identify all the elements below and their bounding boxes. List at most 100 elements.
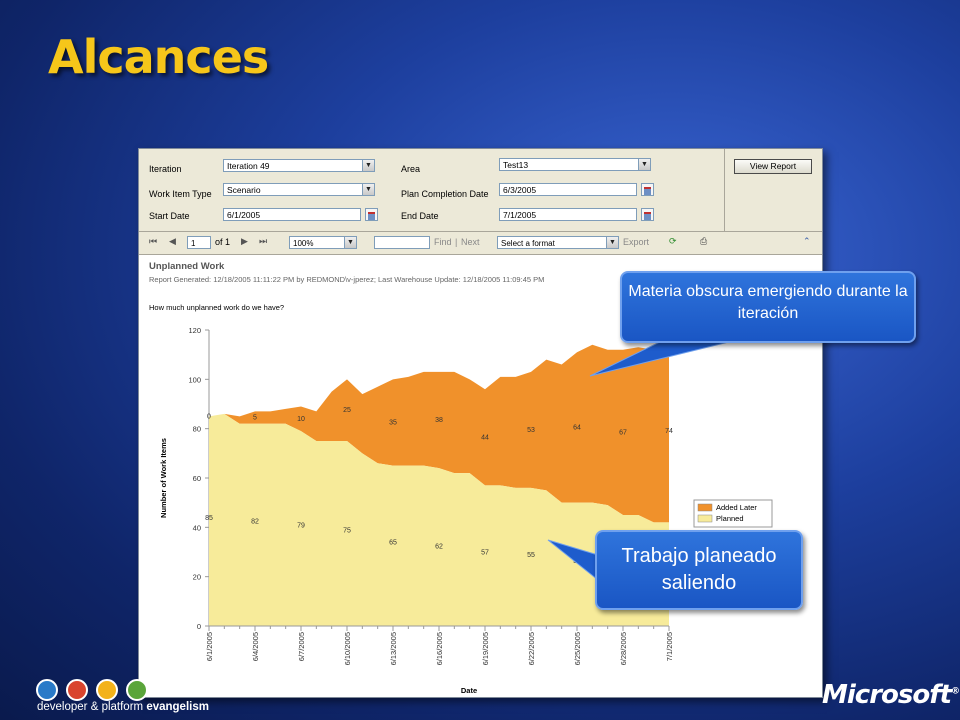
panel-divider	[724, 149, 725, 231]
planned-data-label: 50	[573, 558, 581, 565]
brand-name: Microsoft	[822, 680, 952, 710]
y-tick-label: 120	[188, 326, 201, 335]
added-data-label: 5	[253, 415, 257, 422]
collapse-icon[interactable]: ⌃	[803, 236, 811, 246]
work-item-type-value: Scenario	[227, 185, 261, 195]
y-tick-label: 60	[193, 474, 201, 483]
chevron-down-icon[interactable]: ▼	[362, 183, 375, 196]
footer-prefix: developer & platform	[37, 701, 147, 713]
planned-data-label: 82	[251, 519, 259, 526]
end-date-label: End Date	[401, 211, 439, 221]
refresh-icon[interactable]: ⟳	[669, 236, 677, 246]
planned-work-callout: Trabajo planeado saliendo	[595, 530, 803, 610]
next-page-icon[interactable]: ▶	[241, 236, 248, 246]
planned-data-label: 79	[297, 522, 305, 529]
area-label: Area	[401, 164, 421, 174]
footer-text: developer & platform evangelism	[37, 701, 209, 713]
footer-bold: evangelism	[146, 701, 209, 713]
find-link[interactable]: Find	[434, 237, 452, 247]
find-input[interactable]	[374, 236, 430, 249]
added-data-label: 10	[297, 416, 305, 423]
added-later-area	[209, 339, 669, 523]
iteration-select[interactable]: Iteration 49 ▼	[223, 159, 375, 172]
chevron-down-icon[interactable]: ▼	[362, 159, 375, 172]
x-tick-label: 7/1/2005	[665, 632, 674, 661]
export-format-select[interactable]: Select a format ▼	[497, 236, 619, 249]
heart-icon	[66, 679, 88, 701]
x-tick-label: 6/1/2005	[205, 632, 214, 661]
added-data-label: 53	[527, 427, 535, 434]
end-date-field[interactable]: 7/1/2005	[499, 208, 637, 221]
plan-completion-field[interactable]: 6/3/2005	[499, 183, 637, 196]
microsoft-logo: Microsoft®	[822, 680, 960, 710]
x-tick-label: 6/22/2005	[527, 632, 536, 665]
added-data-label: 74	[665, 428, 673, 435]
planned-data-label: 75	[343, 527, 351, 534]
x-tick-label: 6/19/2005	[481, 632, 490, 665]
report-generated-text: Report Generated: 12/18/2005 11:11:22 PM…	[149, 275, 545, 284]
chevron-down-icon[interactable]: ▼	[638, 158, 651, 171]
plan-completion-label: Plan Completion Date	[401, 189, 489, 199]
report-title: Unplanned Work	[149, 261, 225, 272]
start-date-label: Start Date	[149, 211, 190, 221]
last-page-icon[interactable]: ⏭	[259, 236, 268, 246]
brand-mark: ®	[950, 686, 960, 697]
zoom-value: 100%	[293, 239, 314, 248]
view-report-button[interactable]: View Report	[734, 159, 812, 174]
play-icon	[126, 679, 148, 701]
x-tick-label: 6/28/2005	[619, 632, 628, 665]
y-tick-label: 100	[188, 375, 201, 384]
page-count: of 1	[215, 237, 231, 247]
page-number-input[interactable]: 1	[187, 236, 211, 249]
y-tick-label: 20	[193, 573, 201, 582]
area-value: Test13	[503, 160, 529, 170]
x-tick-label: 6/13/2005	[389, 632, 398, 665]
report-question: How much unplanned work do we have?	[149, 303, 285, 312]
planned-data-label: 62	[435, 543, 443, 550]
iteration-label: Iteration	[149, 164, 182, 174]
chevron-down-icon[interactable]: ▼	[344, 236, 357, 249]
report-toolbar: ⏮ ◀ 1 of 1 ▶ ⏭ 100% ▼ Find | Next Select…	[139, 232, 822, 255]
work-item-type-label: Work Item Type	[149, 189, 212, 199]
start-date-value: 6/1/2005	[227, 210, 261, 220]
work-item-type-select[interactable]: Scenario ▼	[223, 183, 375, 196]
legend-swatch	[697, 503, 713, 512]
zoom-select[interactable]: 100% ▼	[289, 236, 357, 249]
y-axis-title: Number of Work Items	[159, 438, 168, 518]
previous-page-icon[interactable]: ◀	[169, 236, 176, 246]
slide-title: Alcances	[48, 30, 269, 84]
start-date-field[interactable]: 6/1/2005	[223, 208, 361, 221]
calendar-icon[interactable]	[641, 183, 654, 196]
lightbulb-icon	[96, 679, 118, 701]
export-format-value: Select a format	[501, 239, 555, 248]
next-link[interactable]: Next	[461, 237, 480, 247]
iteration-value: Iteration 49	[227, 161, 270, 171]
end-date-value: 7/1/2005	[503, 210, 537, 220]
calendar-icon[interactable]	[641, 208, 654, 221]
report-screenshot: Iteration Iteration 49 ▼ Work Item Type …	[138, 148, 823, 698]
x-tick-label: 6/10/2005	[343, 632, 352, 665]
y-tick-label: 40	[193, 523, 201, 532]
added-data-label: 64	[573, 424, 581, 431]
x-tick-label: 6/7/2005	[297, 632, 306, 661]
print-icon[interactable]: ⎙	[700, 236, 708, 246]
toolbar-separator: |	[455, 237, 458, 247]
area-select[interactable]: Test13 ▼	[499, 158, 651, 171]
parameters-panel: Iteration Iteration 49 ▼ Work Item Type …	[139, 149, 822, 232]
planned-data-label: 65	[389, 540, 397, 547]
plan-completion-value: 6/3/2005	[503, 185, 537, 195]
calendar-icon[interactable]	[365, 208, 378, 221]
first-page-icon[interactable]: ⏮	[149, 236, 158, 246]
added-data-label: 35	[389, 420, 397, 427]
x-axis-title: Date	[461, 686, 477, 695]
added-data-label: 0	[207, 413, 211, 420]
legend-label: Added Later	[716, 503, 757, 512]
legend-swatch	[697, 514, 713, 523]
added-data-label: 44	[481, 434, 489, 441]
y-tick-label: 0	[197, 622, 201, 631]
chevron-down-icon[interactable]: ▼	[606, 236, 619, 249]
added-data-label: 38	[435, 417, 443, 424]
dark-matter-callout: Materia obscura emergiendo durante la it…	[620, 271, 916, 343]
x-tick-label: 6/25/2005	[573, 632, 582, 665]
export-link[interactable]: Export	[623, 237, 650, 247]
